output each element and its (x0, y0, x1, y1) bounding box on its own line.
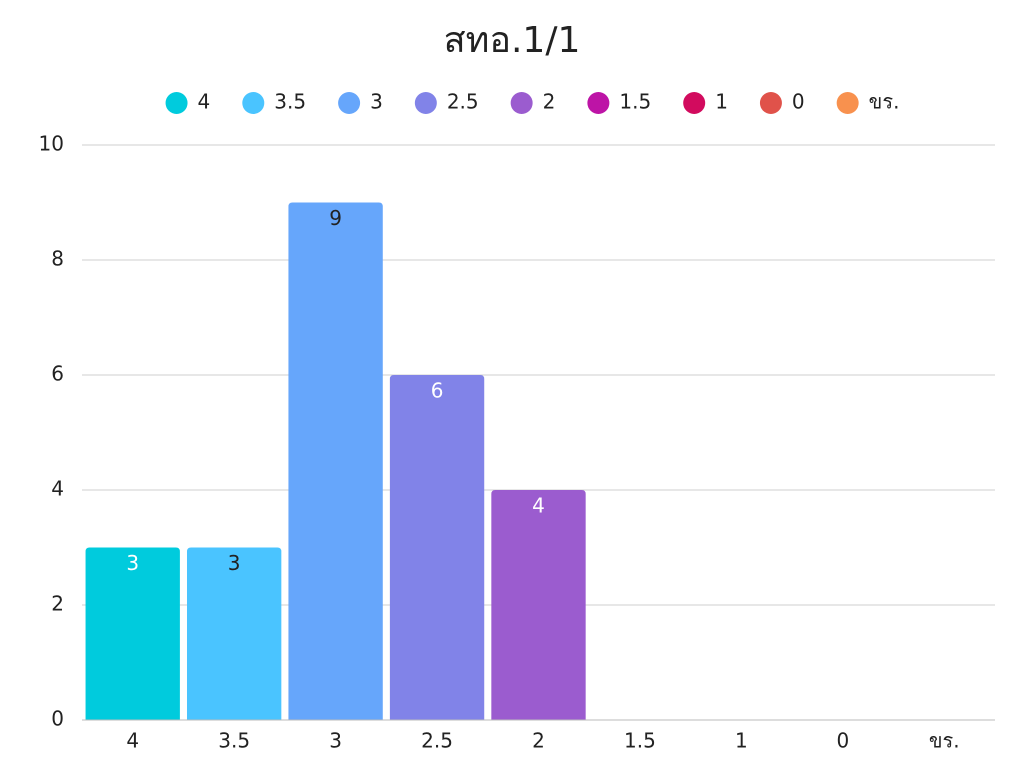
data-label: 9 (329, 206, 342, 230)
data-label: 3 (228, 551, 241, 575)
bar (491, 490, 586, 720)
bar (389, 375, 485, 720)
data-label: 4 (532, 494, 545, 518)
bar (186, 547, 282, 720)
legend-marker (338, 92, 361, 114)
y-tick-label: 10 (39, 132, 64, 156)
legend-marker (759, 92, 782, 114)
y-tick-label: 8 (51, 247, 64, 271)
legend-marker (510, 92, 533, 114)
x-tick-label: 2 (532, 729, 545, 753)
legend-label: 4 (198, 90, 211, 114)
legend-marker (836, 92, 859, 114)
legend-label: 1.5 (619, 90, 651, 114)
x-tick-label: ขร. (929, 729, 960, 753)
legend-marker (683, 92, 706, 114)
legend: 4 3.5 3 2.5 2 1.5 1 0 ขร. (165, 90, 900, 114)
x-tick-label: 1.5 (624, 729, 656, 753)
legend-label: 2 (543, 90, 556, 114)
y-tick-label: 6 (51, 362, 64, 386)
data-label: 6 (431, 379, 444, 403)
data-label: 3 (126, 551, 139, 575)
y-tick-label: 0 (51, 707, 64, 731)
x-tick-label: 0 (836, 729, 849, 753)
legend-label: 0 (792, 90, 805, 114)
legend-label: ขร. (869, 90, 900, 114)
legend-marker (414, 92, 437, 114)
x-tick-label: 2.5 (421, 729, 453, 753)
x-tick-label: 4 (126, 729, 139, 753)
legend-label: 1 (715, 90, 728, 114)
legend-label: 3.5 (274, 90, 306, 114)
legend-marker (587, 92, 610, 114)
x-tick-label: 3 (329, 729, 342, 753)
legend-label: 3 (370, 90, 383, 114)
x-tick-label: 3.5 (218, 729, 250, 753)
legend-label: 2.5 (447, 90, 479, 114)
y-tick-label: 4 (51, 477, 64, 501)
y-tick-label: 2 (51, 592, 64, 616)
legend-marker (242, 92, 265, 114)
chart-title: สทอ.1/1 (444, 20, 581, 61)
bar (288, 202, 383, 720)
bar (85, 547, 180, 720)
legend-marker (165, 92, 188, 114)
x-tick-label: 1 (735, 729, 748, 753)
